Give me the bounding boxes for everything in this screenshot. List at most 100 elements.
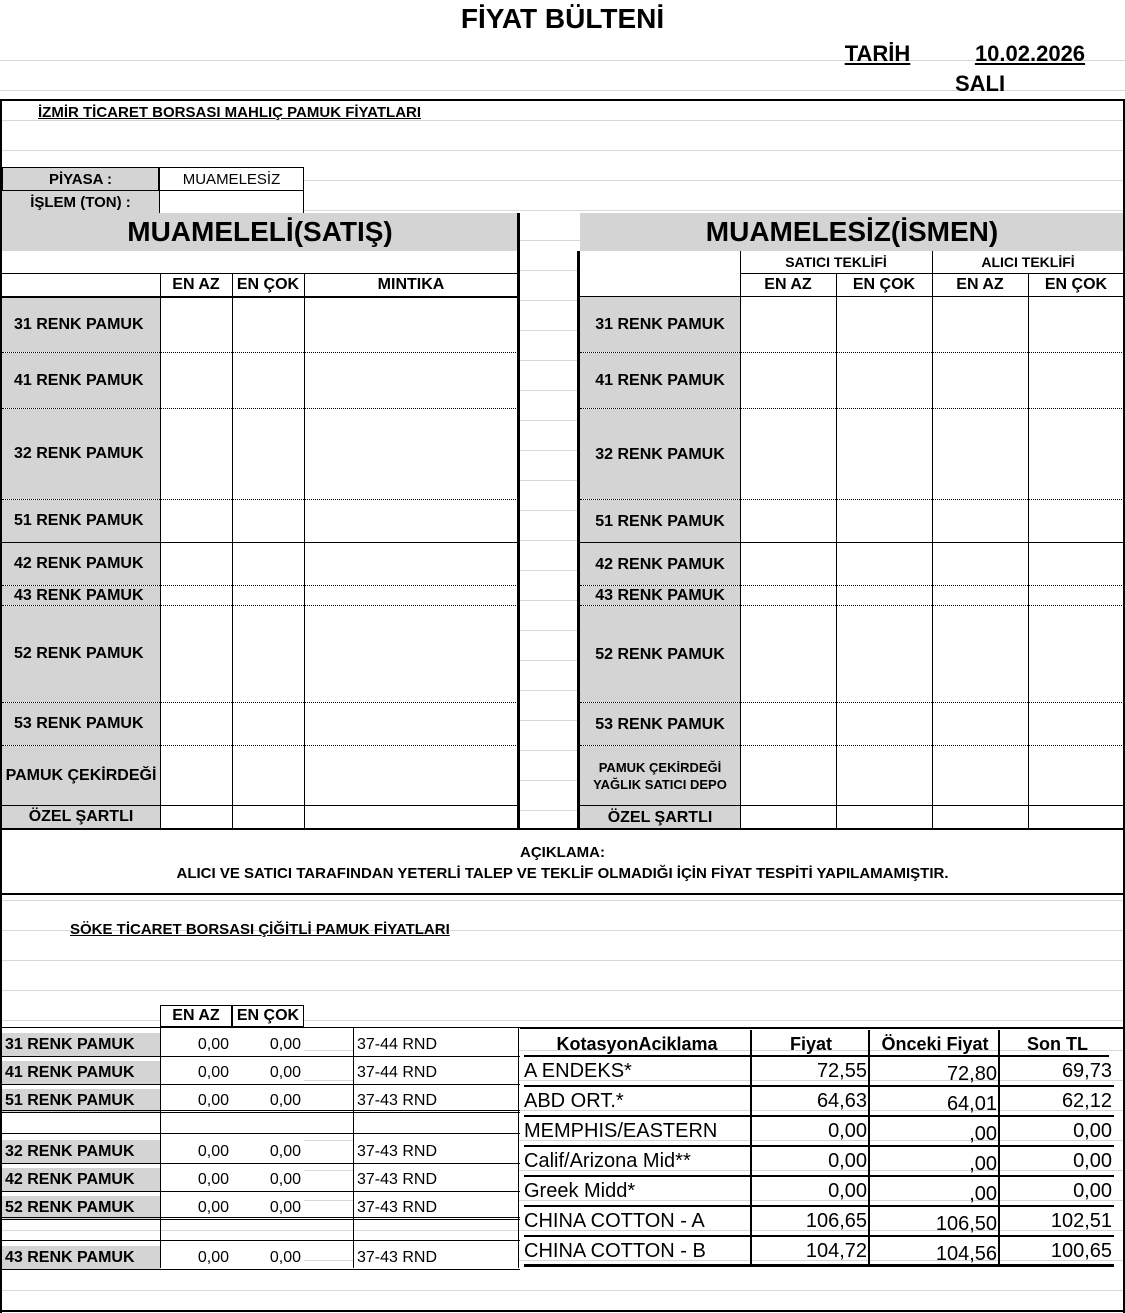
left-row-label: 41 RENK PAMUK [2, 353, 160, 408]
quote-value: ,00 [969, 1183, 997, 1205]
soke-max-value: 0,00 [232, 1033, 304, 1056]
soke-max-value: 0,00 [232, 1140, 304, 1163]
col-max: EN ÇOK [236, 276, 300, 293]
soke-max-value: 0,00 [232, 1061, 304, 1084]
quote-value: 69,73 [1061, 1060, 1112, 1082]
soke-col-min: EN AZ [160, 1005, 232, 1027]
soke-min-value: 0,00 [160, 1089, 232, 1112]
quote-value: 0,00 [1073, 1150, 1112, 1172]
quote-header: Son TL [1027, 1033, 1088, 1054]
quote-value: 64,63 [816, 1090, 867, 1112]
left-header: MUAMELELİ(SATIŞ) [2, 213, 518, 251]
quote-header: Fiyat [789, 1033, 832, 1054]
date-value: 10.02.2026 [974, 41, 1086, 66]
soke-region-value: 37-43 RND [354, 1196, 518, 1219]
col-buyer-min: EN AZ [956, 276, 1004, 293]
soke-min-value: 0,00 [160, 1246, 232, 1269]
right-row-label: 32 RENK PAMUK [580, 409, 740, 499]
soke-row-label: 41 RENK PAMUK [2, 1061, 160, 1084]
quote-value: 62,12 [1061, 1090, 1112, 1112]
col-region: MINTIKA [377, 276, 445, 293]
quote-value: 0,00 [828, 1150, 867, 1172]
soke-max-value: 0,00 [232, 1246, 304, 1269]
quote-value: ,00 [969, 1153, 997, 1175]
left-row-label: 32 RENK PAMUK [2, 409, 160, 499]
soke-row-label: 32 RENK PAMUK [2, 1140, 160, 1163]
quote-value: 102,51 [1050, 1210, 1112, 1232]
right-row-label: 51 RENK PAMUK [580, 500, 740, 542]
quote-header: Önceki Fiyat [881, 1033, 989, 1054]
left-row-label: 43 RENK PAMUK [2, 586, 160, 605]
right-row-label: PAMUK ÇEKİRDEĞİ YAĞLIK SATICI DEPO [580, 746, 740, 805]
soke-row-label: 42 RENK PAMUK [2, 1168, 160, 1191]
market-value: MUAMELESİZ [159, 167, 304, 191]
buyer-offer-header: ALICI TEKLİFİ [981, 254, 1075, 270]
soke-region-value: 37-43 RND [354, 1246, 518, 1269]
soke-region-value: 37-44 RND [354, 1061, 518, 1084]
soke-region-value: 37-43 RND [354, 1168, 518, 1191]
quote-name: CHINA COTTON - B [524, 1240, 706, 1262]
soke-section-title: SÖKE TİCARET BORSASI ÇİĞİTLİ PAMUK FİYAT… [70, 920, 450, 938]
left-row-label: 31 RENK PAMUK [2, 297, 160, 352]
market-label: PİYASA : [2, 167, 159, 191]
soke-min-value: 0,00 [160, 1196, 232, 1219]
quote-value: 0,00 [828, 1180, 867, 1202]
soke-min-value: 0,00 [160, 1033, 232, 1056]
page-title: FİYAT BÜLTENİ [0, 0, 1125, 38]
quote-name: ABD ORT.* [524, 1090, 624, 1112]
izmir-section-title: İZMİR TİCARET BORSASI MAHLIÇ PAMUK FİYAT… [38, 103, 422, 121]
right-header: MUAMELESİZ(İSMEN) [580, 213, 1124, 251]
quote-value: 0,00 [828, 1120, 867, 1142]
soke-row-label: 31 RENK PAMUK [2, 1033, 160, 1056]
soke-min-value: 0,00 [160, 1061, 232, 1084]
right-row-label: 41 RENK PAMUK [580, 353, 740, 408]
quote-value: 64,01 [946, 1093, 997, 1115]
right-row-label: 31 RENK PAMUK [580, 297, 740, 352]
quote-name: MEMPHIS/EASTERN [524, 1120, 718, 1142]
right-row-label: 43 RENK PAMUK [580, 586, 740, 605]
col-seller-min: EN AZ [764, 276, 812, 293]
quote-name: CHINA COTTON - A [524, 1210, 705, 1232]
col-buyer-max: EN ÇOK [1044, 276, 1108, 293]
left-row-label: 42 RENK PAMUK [2, 543, 160, 585]
right-row-label: 52 RENK PAMUK [580, 606, 740, 702]
soke-min-value: 0,00 [160, 1168, 232, 1191]
quote-name: Greek Midd* [524, 1180, 636, 1202]
right-row-label: 53 RENK PAMUK [580, 703, 740, 745]
quote-value: 106,65 [805, 1210, 867, 1232]
left-row-label: 52 RENK PAMUK [2, 606, 160, 702]
quote-value: 104,72 [805, 1240, 867, 1262]
volume-value [159, 191, 304, 213]
right-row-label: 42 RENK PAMUK [580, 543, 740, 585]
left-row-label: 51 RENK PAMUK [2, 500, 160, 542]
col-seller-max: EN ÇOK [852, 276, 916, 293]
quote-value: 72,80 [946, 1063, 997, 1085]
left-row-label: PAMUK ÇEKİRDEĞİ [2, 746, 160, 805]
quote-value: ,00 [969, 1123, 997, 1145]
quote-value: 104,56 [935, 1243, 997, 1265]
quote-name: A ENDEKS* [524, 1060, 632, 1082]
left-row-label: ÖZEL ŞARTLI [2, 806, 160, 828]
soke-region-value: 37-44 RND [354, 1033, 518, 1056]
soke-row-label: 51 RENK PAMUK [2, 1089, 160, 1112]
seller-offer-header: SATICI TEKLİFİ [785, 254, 887, 270]
quote-value: 0,00 [1073, 1180, 1112, 1202]
soke-row-label: 43 RENK PAMUK [2, 1246, 160, 1269]
soke-row-label: 52 RENK PAMUK [2, 1196, 160, 1219]
note-label: AÇIKLAMA: [520, 843, 605, 861]
quote-value: 0,00 [1073, 1120, 1112, 1142]
soke-region-value: 37-43 RND [354, 1089, 518, 1112]
volume-label: İŞLEM (TON) : [2, 191, 159, 213]
note-text: ALICI VE SATICI TARAFINDAN YETERLİ TALEP… [176, 864, 949, 882]
soke-max-value: 0,00 [232, 1196, 304, 1219]
soke-max-value: 0,00 [232, 1168, 304, 1191]
col-min: EN AZ [172, 276, 220, 293]
soke-min-value: 0,00 [160, 1140, 232, 1163]
quote-value: 72,55 [816, 1060, 867, 1082]
quote-value: 106,50 [935, 1213, 997, 1235]
quote-value: 100,65 [1050, 1240, 1112, 1262]
soke-max-value: 0,00 [232, 1089, 304, 1112]
soke-region-value: 37-43 RND [354, 1140, 518, 1163]
day-value: SALI [954, 71, 1006, 96]
